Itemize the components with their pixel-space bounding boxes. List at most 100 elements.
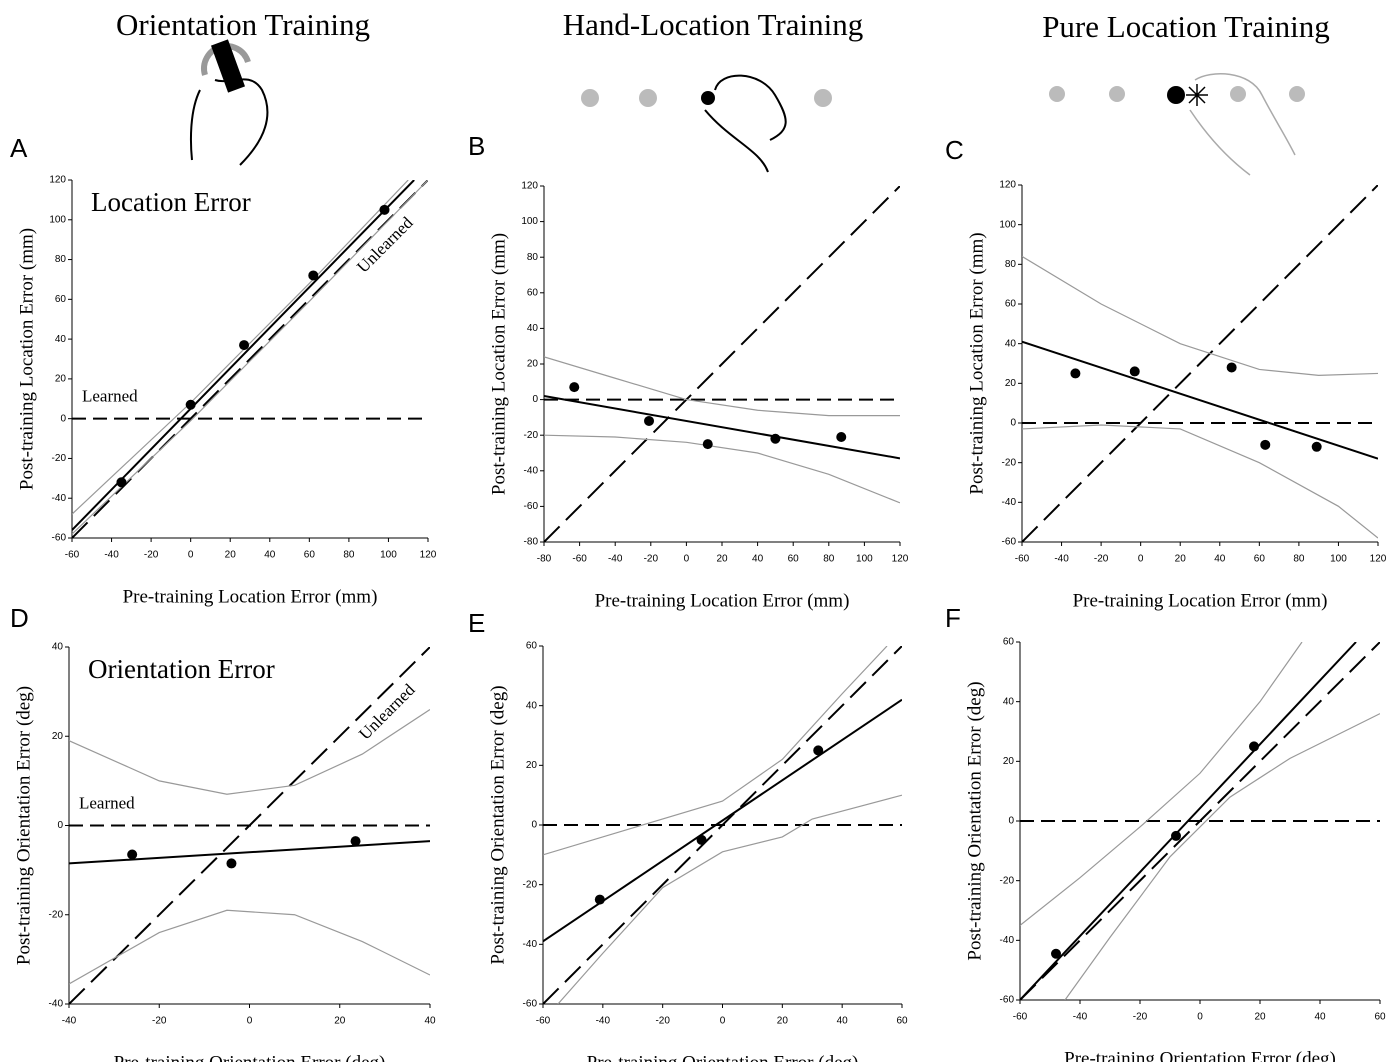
x-tick-label: 40 <box>264 550 276 561</box>
x-tick-label: 20 <box>334 1016 346 1027</box>
y-tick-label: 120 <box>49 175 66 186</box>
x-axis-label: Pre-training Location Error (mm) <box>1073 590 1328 611</box>
data-point <box>1171 830 1181 841</box>
data-point <box>594 894 605 905</box>
x-tick-label: -40 <box>62 1016 77 1027</box>
data-point <box>350 836 361 847</box>
panel: A -60 -40 -20 0 20 40 60 80 100 120 -60 -40 -20 0 20 40 6… <box>10 133 437 607</box>
x-tick-label: 0 <box>1138 554 1144 565</box>
data-point <box>185 399 196 410</box>
data-point <box>644 415 655 426</box>
x-tick-label: 100 <box>856 554 873 565</box>
data-point <box>770 433 781 444</box>
y-tick-label: 60 <box>1003 637 1015 648</box>
y-tick-label: -40 <box>1002 497 1017 508</box>
x-tick-label: 60 <box>788 554 800 565</box>
x-axis-label: Pre-training Location Error (mm) <box>123 586 378 607</box>
y-tick-label: 40 <box>1005 338 1017 349</box>
y-tick-label: -40 <box>1000 935 1015 946</box>
identity-line <box>72 180 428 538</box>
y-tick-label: 80 <box>1005 259 1017 270</box>
data-point <box>1129 366 1140 377</box>
annotation: Learned <box>79 793 135 812</box>
x-tick-label: 20 <box>1175 554 1187 565</box>
fit-line <box>1022 340 1378 460</box>
ci-lower <box>1022 424 1378 539</box>
y-tick-label: -40 <box>49 999 64 1010</box>
y-axis-label: Post-training Orientation Error (deg) <box>964 681 985 960</box>
y-tick-label: -20 <box>523 879 538 890</box>
plot-area <box>1022 185 1378 542</box>
identity-line <box>543 646 902 1004</box>
x-tick-label: -60 <box>572 554 587 565</box>
x-axis-label: Pre-training Orientation Error (deg) <box>587 1052 859 1062</box>
panel: E -60 -40 -20 0 20 40 60 -60 -40 -20 0 20 40 60 Pre-tra… <box>468 608 908 1062</box>
x-tick-label: 40 <box>424 1016 436 1027</box>
y-axis-label: Post-training Orientation Error (deg) <box>13 686 34 965</box>
data-point <box>569 382 580 393</box>
x-tick-label: -20 <box>1094 554 1109 565</box>
y-tick-label: 60 <box>526 641 538 652</box>
x-tick-label: -20 <box>655 1016 670 1027</box>
data-point <box>116 477 127 488</box>
x-tick-label: -60 <box>1015 554 1030 565</box>
annotation: Learned <box>82 387 138 406</box>
x-tick-label: 120 <box>1370 554 1387 565</box>
plot-area <box>544 186 900 542</box>
y-tick-label: 40 <box>1003 696 1015 707</box>
orientation-icon <box>189 39 269 166</box>
y-tick-label: 40 <box>55 334 67 345</box>
ci-upper <box>1020 642 1303 926</box>
x-tick-label: -80 <box>537 554 552 565</box>
x-axis-label: Pre-training Location Error (mm) <box>595 590 850 611</box>
data-point <box>1226 362 1237 373</box>
y-axis-label: Post-training Location Error (mm) <box>966 232 987 494</box>
x-tick-label: 100 <box>1330 554 1347 565</box>
y-tick-label: 0 <box>60 413 66 424</box>
data-point <box>239 340 250 351</box>
x-tick-label: 80 <box>343 550 355 561</box>
x-tick-label: 60 <box>304 550 316 561</box>
y-tick-label: 80 <box>527 252 539 263</box>
y-tick-label: -80 <box>524 537 539 548</box>
panel-letter: A <box>10 133 28 163</box>
x-tick-label: 0 <box>188 550 194 561</box>
y-axis-label: Post-training Location Error (mm) <box>488 233 509 495</box>
fit-line <box>543 698 902 943</box>
data-point <box>702 439 713 450</box>
plot-area <box>1020 642 1380 1000</box>
data-point <box>379 204 390 215</box>
x-tick-label: -40 <box>608 554 623 565</box>
x-tick-label: 0 <box>684 554 690 565</box>
x-tick-label: 60 <box>1254 554 1266 565</box>
ci-upper <box>72 180 409 515</box>
data-point <box>836 431 847 442</box>
panel-title: Orientation Error <box>88 654 275 684</box>
x-tick-label: 40 <box>1314 1012 1326 1023</box>
fit-line <box>1020 642 1357 1000</box>
column-header: Hand-Location Training <box>563 7 864 42</box>
y-tick-label: 20 <box>1005 378 1017 389</box>
y-axis-label: Post-training Location Error (mm) <box>16 228 37 490</box>
x-tick-label: -60 <box>65 550 80 561</box>
x-tick-label: 100 <box>380 550 397 561</box>
ci-upper <box>69 708 430 795</box>
panel: F -60 -40 -20 0 20 40 60 -60 -40 -20 0 20 40 60 Pre-tra… <box>945 603 1386 1062</box>
ci-lower <box>557 794 902 1004</box>
y-tick-label: -60 <box>1000 995 1015 1006</box>
y-tick-label: 0 <box>57 820 63 831</box>
data-point <box>226 858 237 869</box>
ci-lower <box>1064 713 1380 1000</box>
data-point <box>1260 439 1271 450</box>
x-tick-label: 60 <box>896 1016 908 1027</box>
y-tick-label: 80 <box>55 254 67 265</box>
y-tick-label: 20 <box>1003 756 1015 767</box>
data-point <box>127 849 138 860</box>
identity-line <box>1020 642 1380 1000</box>
y-tick-label: 0 <box>1008 816 1014 827</box>
ci-lower <box>72 180 428 535</box>
y-tick-label: -60 <box>1002 537 1017 548</box>
x-tick-label: -40 <box>1073 1012 1088 1023</box>
